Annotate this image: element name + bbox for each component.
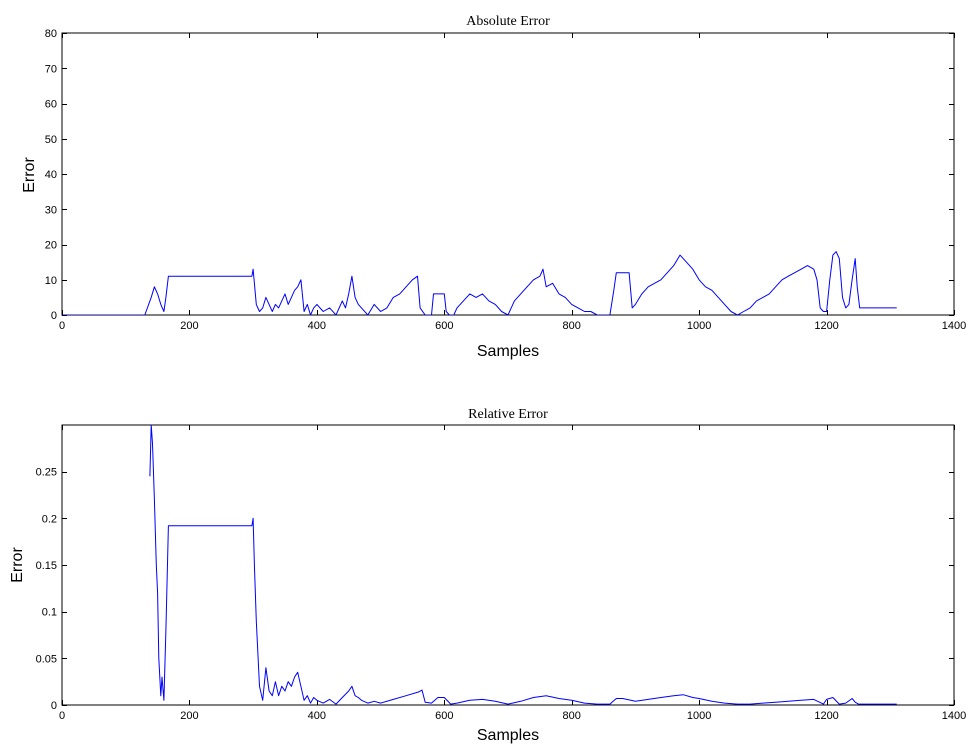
axes-frame	[61, 32, 955, 316]
x-tick-label: 1400	[942, 320, 966, 332]
y-tick-label: 0.1	[42, 607, 57, 619]
plot-title: Absolute Error	[466, 14, 550, 29]
data-line	[62, 251, 897, 315]
x-tick-label: 200	[180, 320, 198, 332]
y-tick-label: 0.15	[36, 560, 57, 572]
x-tick-label: 600	[435, 710, 453, 722]
x-tick-label: 400	[308, 710, 326, 722]
x-axis-label: Samples	[477, 727, 539, 744]
y-tick-label: 70	[45, 63, 57, 75]
x-tick-label: 1000	[687, 320, 711, 332]
y-tick-label: 20	[45, 240, 57, 252]
x-tick-label: 1400	[942, 710, 966, 722]
y-tick-label: 0.25	[36, 467, 57, 479]
x-tick-label: 1200	[814, 320, 838, 332]
y-tick-label: 60	[45, 99, 57, 111]
y-tick-label: 30	[45, 204, 57, 216]
x-tick-label: 800	[563, 710, 581, 722]
data-line	[149, 425, 897, 705]
axes-frame	[61, 424, 955, 706]
y-tick-label: 0	[51, 310, 57, 322]
x-tick-label: 1200	[814, 710, 838, 722]
x-axis-label: Samples	[477, 343, 539, 360]
y-tick-label: 0	[51, 700, 57, 712]
x-tick-label: 0	[59, 710, 65, 722]
y-tick-label: 50	[45, 134, 57, 146]
y-axis-label: Error	[21, 157, 38, 193]
x-tick-label: 600	[435, 320, 453, 332]
x-tick-label: 0	[59, 320, 65, 332]
plot-title: Relative Error	[468, 407, 548, 422]
y-tick-label: 40	[45, 169, 57, 181]
y-axis-label: Error	[9, 547, 26, 583]
y-tick-label: 0.2	[42, 513, 57, 525]
x-tick-label: 1000	[687, 710, 711, 722]
x-tick-label: 800	[563, 320, 581, 332]
relative-error-plot: Relative Error Error Samples 0 200 400 600 8…	[9, 407, 966, 744]
x-tick-label: 200	[180, 710, 198, 722]
y-tick-label: 0.05	[36, 653, 57, 665]
y-tick-label: 10	[45, 275, 57, 287]
x-tick-label: 400	[308, 320, 326, 332]
absolute-error-plot: Absolute Error Error Samples 0 200 400 600 8…	[21, 14, 966, 360]
y-tick-label: 80	[45, 28, 57, 40]
